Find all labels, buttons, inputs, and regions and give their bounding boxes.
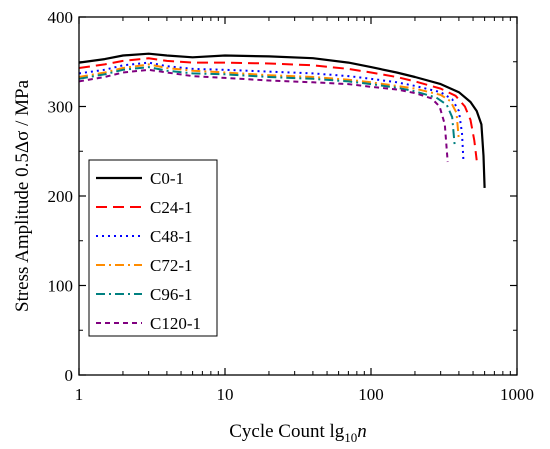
y-tick-label-300: 300 bbox=[48, 98, 74, 117]
y-tick-label-400: 400 bbox=[48, 8, 74, 27]
series-line-C24-1 bbox=[78, 57, 478, 161]
x-tick-label-1: 1 bbox=[75, 385, 84, 404]
series-layer bbox=[78, 52, 486, 188]
legend-label-C96-1: C96-1 bbox=[150, 285, 193, 304]
legend-label-C72-1: C72-1 bbox=[150, 256, 193, 275]
legend-label-C48-1: C48-1 bbox=[150, 227, 193, 246]
series-line-C0-1 bbox=[78, 52, 486, 188]
series-line-C120-1 bbox=[78, 68, 449, 163]
x-axis-label-variable: n bbox=[357, 421, 367, 442]
legend-label-C120-1: C120-1 bbox=[150, 314, 201, 333]
series-line-C72-1 bbox=[78, 63, 460, 141]
y-axis-label: Stress Amplitude 0.5Δσ / MPa bbox=[12, 79, 33, 312]
series-line-C48-1 bbox=[78, 61, 465, 163]
x-tick-label-10: 10 bbox=[217, 385, 234, 404]
y-tick-label-200: 200 bbox=[48, 187, 74, 206]
series-line-C96-1 bbox=[78, 66, 456, 147]
x-tick-label-1000: 1000 bbox=[500, 385, 534, 404]
y-tick-label-100: 100 bbox=[48, 277, 74, 296]
x-axis-label: Cycle Count lg10n bbox=[229, 421, 367, 445]
x-tick-label-100: 100 bbox=[358, 385, 384, 404]
x-axis-label-main: Cycle Count lg bbox=[229, 421, 345, 442]
axes-layer: 1 10 100 1000 0 100 200 300 400 bbox=[48, 8, 535, 404]
legend-label-C0-1: C0-1 bbox=[150, 169, 184, 188]
legend-label-C24-1: C24-1 bbox=[150, 198, 193, 217]
x-axis-label-subscript: 10 bbox=[344, 430, 357, 445]
legend-box bbox=[88, 159, 218, 337]
legend: C0-1 C24-1 C48-1 C72-1 C96-1 C120-1 bbox=[88, 159, 218, 337]
y-tick-label-0: 0 bbox=[65, 366, 74, 385]
